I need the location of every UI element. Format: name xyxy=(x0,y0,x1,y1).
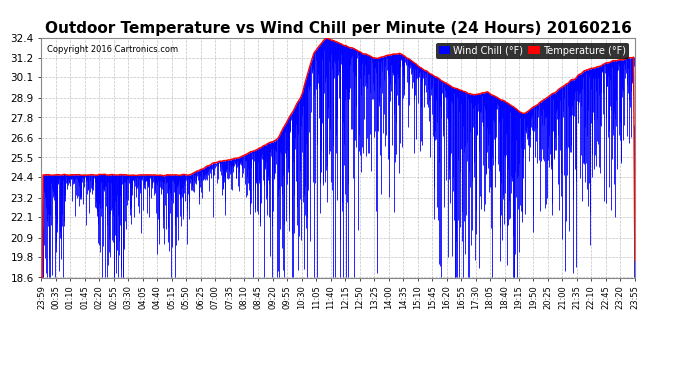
Text: Copyright 2016 Cartronics.com: Copyright 2016 Cartronics.com xyxy=(48,45,179,54)
Title: Outdoor Temperature vs Wind Chill per Minute (24 Hours) 20160216: Outdoor Temperature vs Wind Chill per Mi… xyxy=(45,21,631,36)
Legend: Wind Chill (°F), Temperature (°F): Wind Chill (°F), Temperature (°F) xyxy=(436,43,629,58)
